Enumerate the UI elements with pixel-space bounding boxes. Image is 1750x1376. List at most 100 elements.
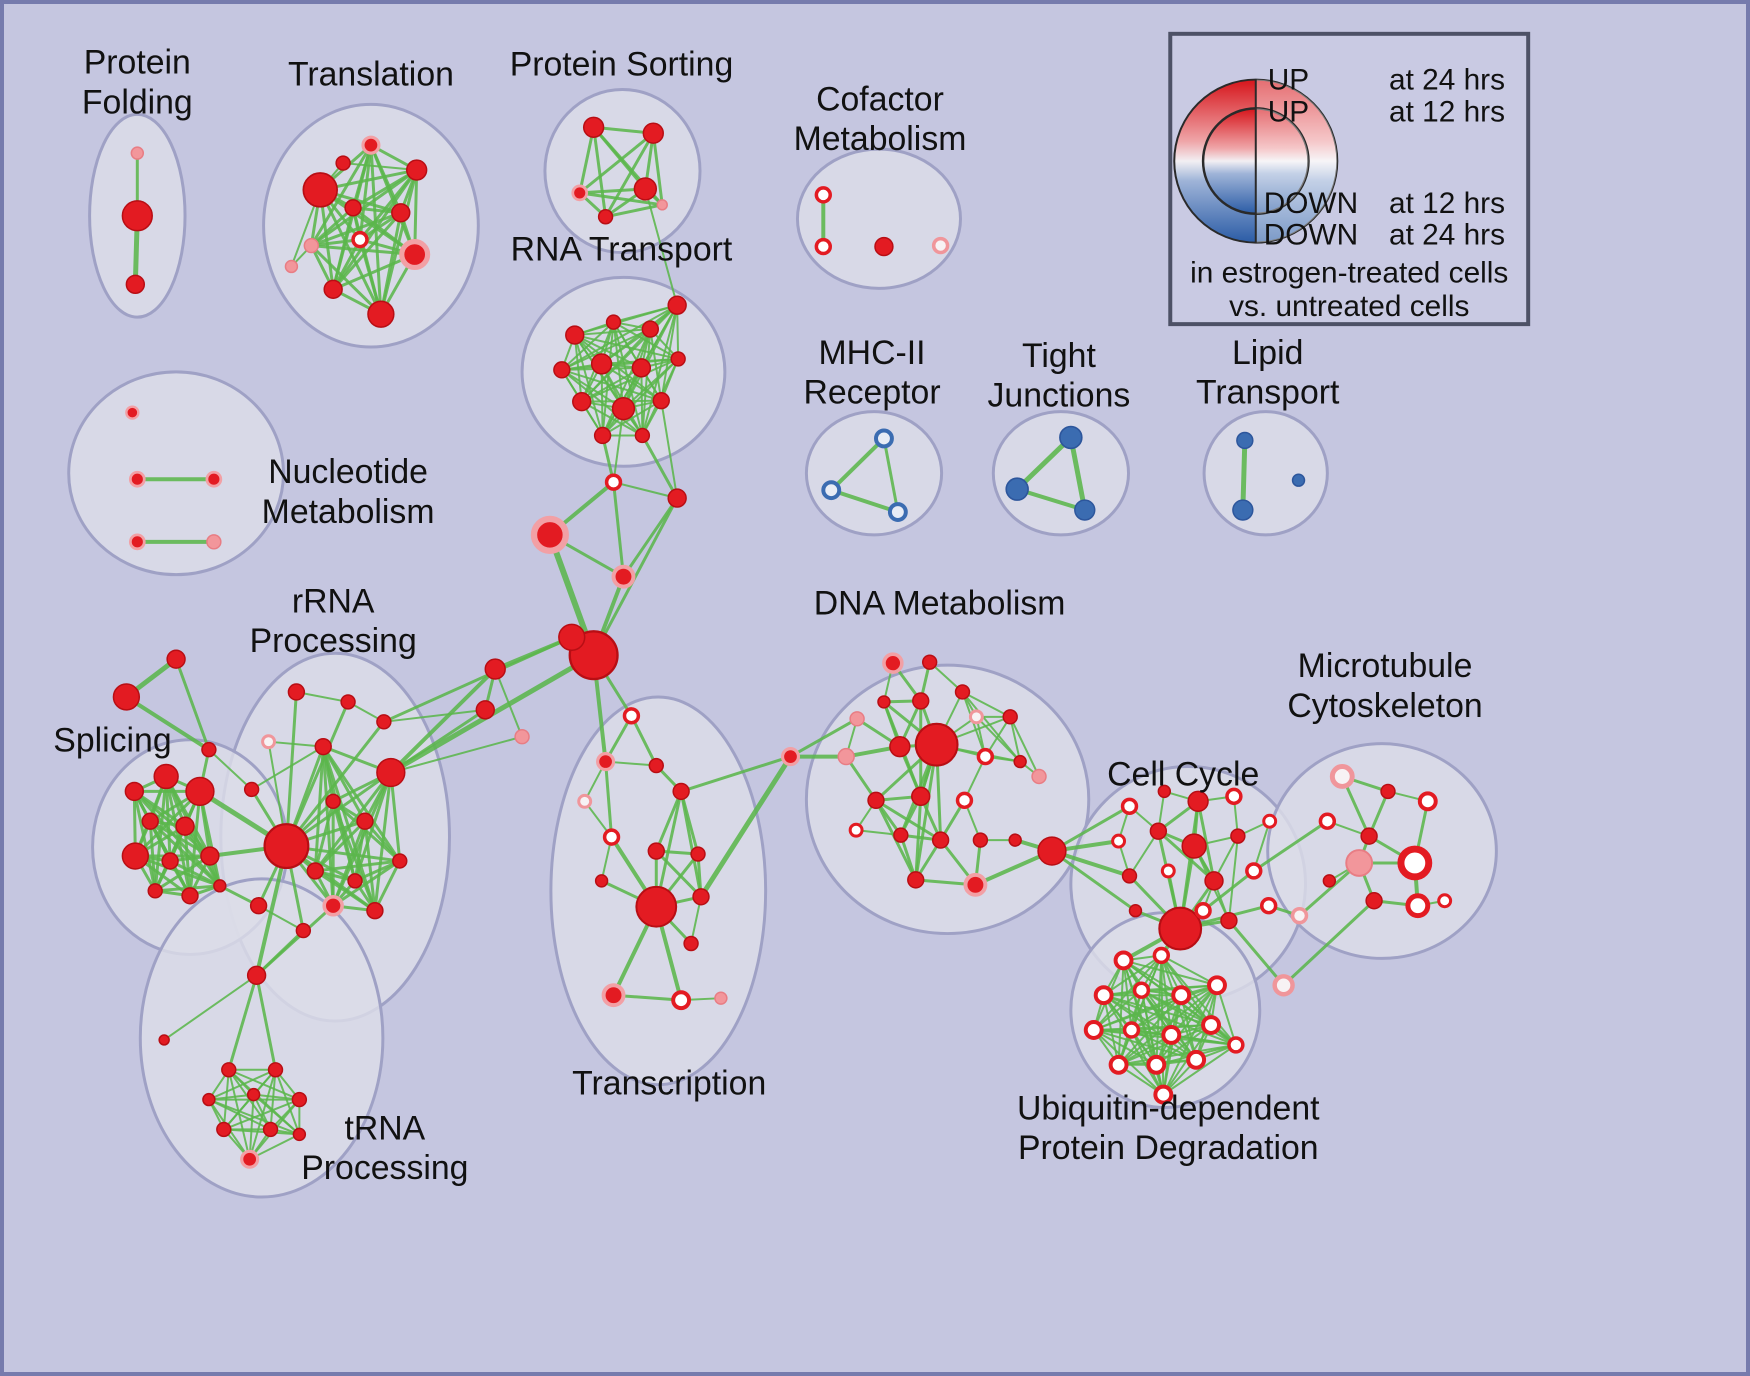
node-ps5 <box>597 209 614 225</box>
legend-caption-line2: vs. untreated cells <box>1229 290 1469 323</box>
edge-x2-x6 <box>604 760 614 839</box>
cluster-label-ubiquitin-degradation: Ubiquitin-dependent Protein Degradation <box>1017 1089 1320 1167</box>
node-rr8 <box>356 812 374 830</box>
node-k1 <box>1120 797 1139 816</box>
edge-rr6-rr11 <box>353 771 393 883</box>
node-x13 <box>601 983 626 1008</box>
edge-tj1-tj3 <box>1068 434 1088 513</box>
edge-rt6-rt12 <box>600 362 604 437</box>
cluster-microtubule-cytoskeleton <box>1266 742 1498 960</box>
edge-mh1-mh2 <box>829 436 886 493</box>
node-s6 <box>121 842 149 870</box>
node-d20 <box>931 831 950 849</box>
edge-rr8-rr10 <box>313 819 367 873</box>
edge-rr17-rr5 <box>250 745 325 791</box>
edge-c6-rr3 <box>382 635 574 724</box>
node-cf3 <box>874 236 894 257</box>
node-rt11 <box>652 391 670 410</box>
node-u10 <box>1201 1015 1221 1035</box>
node-d1 <box>882 652 904 674</box>
edge-k3-k12 <box>1196 799 1216 883</box>
cluster-label-nucleotide-metabolism: Nucleotide Metabolism <box>262 453 435 531</box>
node-k18 <box>1194 901 1212 920</box>
cluster-label-mhc-ii-receptor: MHC-II Receptor <box>803 334 940 412</box>
edge-md0-d3 <box>789 717 859 759</box>
cluster-label-protein-sorting: Protein Sorting <box>510 46 734 84</box>
node-sp0c <box>201 741 217 758</box>
node-x4 <box>577 793 593 809</box>
edge-u14-u15 <box>1162 1043 1237 1096</box>
node-mh2 <box>821 480 842 501</box>
edge-tr3-tr10 <box>274 1068 301 1136</box>
edge-rt6-rt11 <box>600 362 663 402</box>
node-rr2 <box>340 694 356 710</box>
edge-rr10-rr16 <box>313 859 402 873</box>
node-cf1 <box>814 186 833 204</box>
edge-d6-d13 <box>961 690 1022 763</box>
node-u15 <box>1153 1084 1174 1105</box>
edge-s7-s11 <box>168 859 222 888</box>
edge-rt8-rt9 <box>580 357 680 403</box>
node-c8 <box>475 700 495 720</box>
node-ps3 <box>571 184 589 202</box>
node-m6 <box>1345 849 1374 877</box>
node-d15 <box>911 786 931 807</box>
legend-up-12-time: at 12 hrs <box>1389 95 1505 128</box>
node-t9 <box>323 279 343 300</box>
edge-rt3-rt13 <box>641 328 652 437</box>
node-k8 <box>1230 828 1246 844</box>
node-x14 <box>671 990 692 1011</box>
node-cf2 <box>814 237 833 256</box>
edge-x7-x11 <box>654 849 703 899</box>
node-tr7 <box>216 1121 232 1138</box>
edge-s3-s11 <box>198 789 222 888</box>
node-k13 <box>1245 862 1263 880</box>
edge-s1-s9 <box>132 789 157 893</box>
node-m12 <box>1437 893 1453 909</box>
edge-s2-s7 <box>164 774 172 863</box>
edge-k13-m4 <box>1252 819 1329 873</box>
cluster-mhc-ii-receptor <box>804 410 944 537</box>
legend-up-12-dir: UP <box>1268 95 1309 128</box>
cluster-lipid-transport <box>1202 410 1329 537</box>
node-m9 <box>1365 892 1383 910</box>
node-x7 <box>647 842 665 860</box>
edge-tr0-tr2 <box>227 973 259 1072</box>
node-k10 <box>1121 868 1138 884</box>
edge-c1-c4 <box>612 480 625 579</box>
edge-rt10-c1 <box>612 407 625 484</box>
edge-u4-u7 <box>1092 989 1143 1031</box>
node-mh3 <box>887 502 908 522</box>
edge-tr0-tr3 <box>255 973 277 1072</box>
edge-c8-rr3 <box>382 708 487 723</box>
legend-caption-line1: in estrogen-treated cells <box>1190 256 1508 289</box>
network-diagram: Protein Folding Translation Protein Sorting… <box>53 31 1531 1199</box>
node-rr14 <box>249 897 268 915</box>
node-d10 <box>889 735 911 758</box>
node-k4 <box>1225 787 1243 806</box>
node-c2 <box>667 488 687 508</box>
legend-down-24-time: at 24 hrs <box>1389 219 1505 252</box>
node-rr7 <box>325 793 341 810</box>
edge-sp0a-sp0c <box>174 657 211 752</box>
node-rt12 <box>593 426 612 445</box>
edge-t5-t6 <box>309 211 403 248</box>
node-t4 <box>344 199 362 217</box>
node-lt2 <box>1232 499 1254 521</box>
node-t8 <box>399 239 431 271</box>
edge-c2-c4 <box>621 496 679 579</box>
edge-rr13-tr0 <box>255 929 305 977</box>
edge-rr6-rr16 <box>389 771 402 863</box>
node-pf3 <box>125 274 146 295</box>
node-rr16 <box>392 853 408 869</box>
node-tr0 <box>246 965 267 986</box>
node-ps2 <box>642 122 664 144</box>
edge-t4-t6 <box>309 206 355 248</box>
cluster-label-protein-folding: Protein Folding <box>82 44 193 122</box>
edge-x1-x3 <box>629 714 658 768</box>
edge-cc0-k1 <box>1050 804 1132 853</box>
node-rr1 <box>287 683 306 701</box>
edge-u10-u12 <box>1155 1024 1213 1066</box>
node-tr4 <box>202 1092 216 1107</box>
cluster-label-microtubule-cytoskeleton: Microtubule Cytoskeleton <box>1287 647 1482 725</box>
